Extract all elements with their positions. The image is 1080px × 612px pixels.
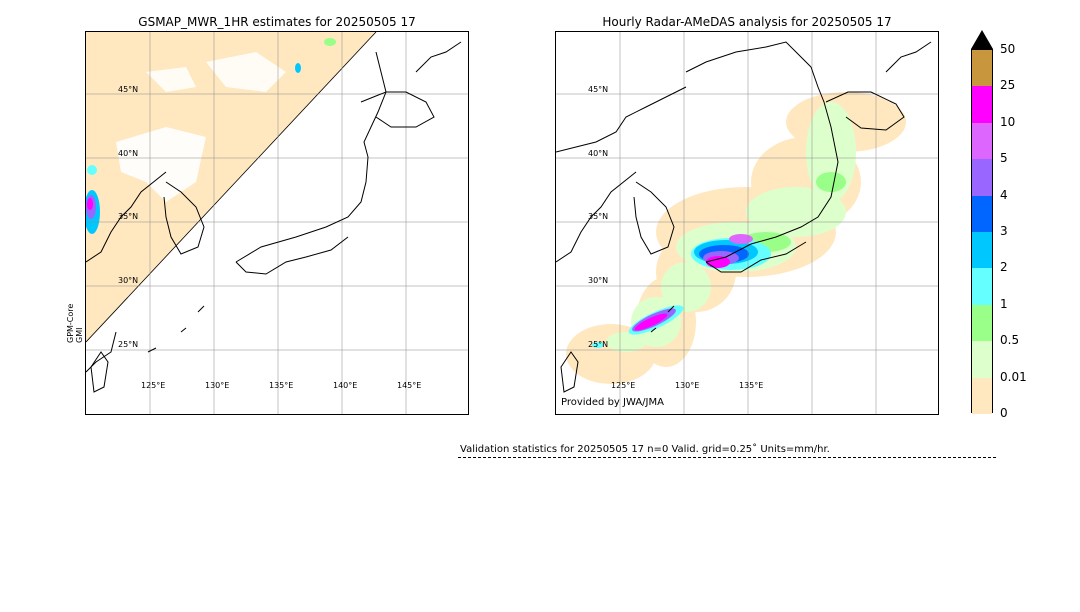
colorbar-tick-label: 50 xyxy=(1000,42,1016,56)
colorbar-segment xyxy=(972,268,992,305)
colorbar-tick-label: 25 xyxy=(1000,78,1016,93)
right-lat-label-25: 25°N xyxy=(588,340,609,349)
left-panel-title: GSMAP_MWR_1HR estimates for 20250505 17 xyxy=(138,15,416,29)
colorbar-tick-label: 4 xyxy=(1000,187,1008,202)
left-lon-label-125: 125°E xyxy=(141,381,166,390)
left-lat-label-25: 25°N xyxy=(118,340,139,349)
colorbar-tick-label: 2 xyxy=(1000,260,1008,275)
sensor-label-line2: GMI xyxy=(75,327,84,343)
colorbar-tick-label: 5 xyxy=(1000,151,1008,166)
right-lon-label-130: 130°E xyxy=(675,381,700,390)
left-graticule xyxy=(86,32,468,414)
right-coastlines xyxy=(556,41,932,393)
right-map xyxy=(555,31,939,415)
colorbar-tick-label: 0.5 xyxy=(1000,333,1020,348)
left-lat-label-30: 30°N xyxy=(118,276,139,285)
right-lon-label-125: 125°E xyxy=(611,381,636,390)
left-lat-label-45: 45°N xyxy=(118,85,139,94)
left-lat-label-35: 35°N xyxy=(118,212,139,221)
left-coastlines xyxy=(86,41,462,393)
colorbar-segment xyxy=(972,50,992,87)
left-lat-label-40: 40°N xyxy=(118,149,139,158)
colorbar-tick-label: 3 xyxy=(1000,224,1008,238)
colorbar-segment xyxy=(972,377,992,414)
left-lon-label-135: 135°E xyxy=(269,381,294,390)
validation-statistics: Validation statistics for 20250505 17 n=… xyxy=(460,444,830,455)
colorbar-segment xyxy=(972,232,992,269)
left-map xyxy=(85,31,469,415)
colorbar-tick-label: 0.01 xyxy=(1000,369,1027,384)
right-lat-label-35: 35°N xyxy=(588,212,609,221)
validation-underline xyxy=(458,457,996,458)
right-graticule xyxy=(556,32,938,414)
colorbar-segment xyxy=(972,304,992,342)
right-lat-label-30: 30°N xyxy=(588,276,609,285)
colorbar-segment xyxy=(972,159,992,196)
left-lon-label-140: 140°E xyxy=(333,381,358,390)
left-lon-label-130: 130°E xyxy=(205,381,230,390)
colorbar-tick-label: 1 xyxy=(1000,296,1008,311)
colorbar-segment xyxy=(972,195,992,232)
colorbar-segment xyxy=(972,341,992,378)
colorbar-extend-arrow xyxy=(971,30,993,49)
right-panel-title: Hourly Radar-AMeDAS analysis for 2025050… xyxy=(602,15,892,29)
right-lat-label-40: 40°N xyxy=(588,149,609,158)
right-light-rain xyxy=(606,102,856,352)
right-lat-label-45: 45°N xyxy=(588,85,609,94)
right-rain-band xyxy=(592,234,771,348)
right-map-canvas xyxy=(556,32,938,414)
colorbar-tick-label: 0 xyxy=(1000,406,1008,420)
left-lon-label-145: 145°E xyxy=(397,381,422,390)
right-lon-label-135: 135°E xyxy=(739,381,764,390)
left-map-canvas xyxy=(86,32,468,414)
data-credit: Provided by JWA/JMA xyxy=(561,397,664,408)
sensor-label-line1: GPM-Core xyxy=(66,303,75,343)
colorbar-tick-label: 10 xyxy=(1000,114,1016,129)
colorbar-segment xyxy=(972,122,992,160)
colorbar-segment xyxy=(972,86,992,123)
colorbar xyxy=(971,49,993,414)
